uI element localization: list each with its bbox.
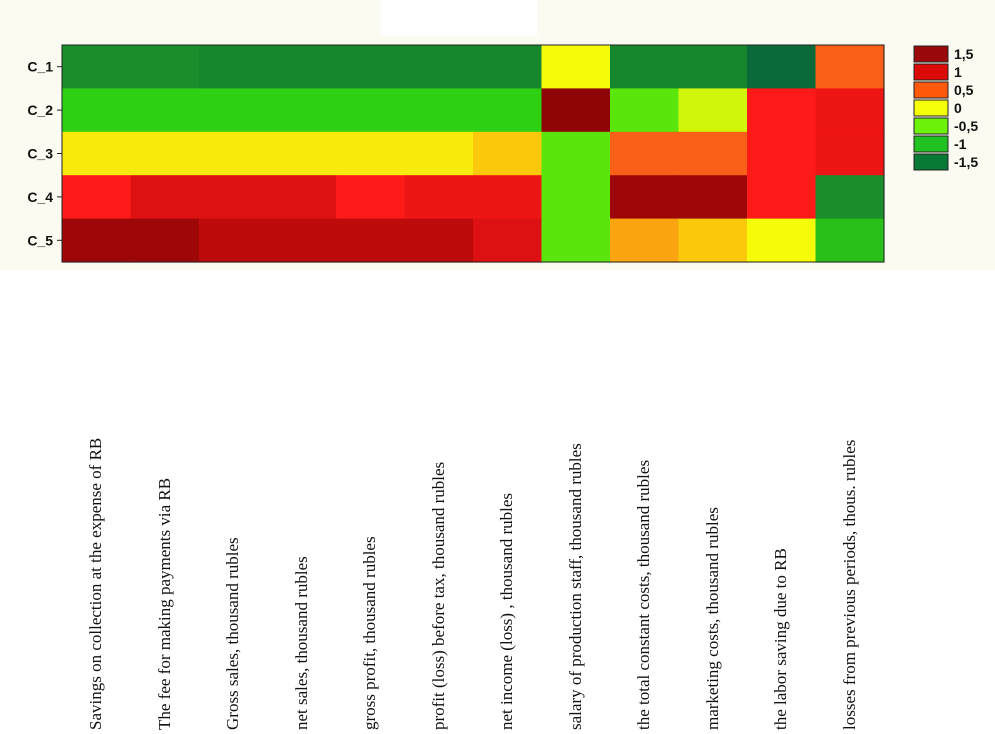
heatmap-cell xyxy=(678,131,748,176)
heatmap-cell xyxy=(541,88,611,133)
heatmap-cell xyxy=(199,131,269,176)
heatmap-cell xyxy=(473,45,543,89)
heatmap-cell xyxy=(815,175,885,220)
heatmap-cell xyxy=(267,175,337,220)
heatmap-cell xyxy=(130,131,200,176)
heatmap-cell xyxy=(541,218,611,263)
heatmap-cell xyxy=(610,131,680,176)
column-label: The fee for making payments via RB xyxy=(154,477,174,730)
heatmap-cell xyxy=(130,45,200,89)
heatmap-cell xyxy=(610,88,680,133)
heatmap-cell xyxy=(199,45,269,89)
heatmap-cell xyxy=(199,88,269,133)
legend-label: -1,5 xyxy=(954,154,978,170)
heatmap-cell xyxy=(199,175,269,220)
column-label: Gross sales, thousand rubles xyxy=(223,537,243,730)
heatmap-cell xyxy=(404,88,474,133)
legend-label: -0,5 xyxy=(954,118,978,134)
heatmap-cell xyxy=(678,218,748,263)
legend-label: 0 xyxy=(954,100,962,116)
heatmap-cell xyxy=(541,131,611,176)
heatmap-cell xyxy=(541,175,611,220)
column-label: salary of production staff, thousand rub… xyxy=(565,443,585,730)
column-label: profit (loss) before tax, thousand ruble… xyxy=(428,461,448,730)
column-label: net sales, thousand rubles xyxy=(291,556,311,730)
heatmap-cell xyxy=(130,175,200,220)
heatmap-cell xyxy=(267,218,337,263)
legend-swatch xyxy=(913,99,949,117)
heatmap-cell xyxy=(62,131,132,176)
heatmap-cell xyxy=(815,218,885,263)
heatmap-cell xyxy=(62,175,132,220)
legend-swatch xyxy=(913,135,949,153)
heatmap-cell xyxy=(610,175,680,220)
heatmap-cell xyxy=(404,131,474,176)
heatmap-cell xyxy=(815,45,885,89)
heatmap-cell xyxy=(678,175,748,220)
row-label: C_3 xyxy=(27,146,53,162)
heatmap-cell xyxy=(473,131,543,176)
heatmap-cell xyxy=(130,88,200,133)
heatmap-cell xyxy=(336,131,406,176)
legend-label: 1 xyxy=(954,64,962,80)
heatmap-cell xyxy=(815,131,885,176)
legend-label: 0,5 xyxy=(954,82,974,98)
legend-swatch xyxy=(913,117,949,135)
heatmap-cell xyxy=(610,218,680,263)
row-label: C_4 xyxy=(27,189,53,205)
heatmap-cell xyxy=(747,175,817,220)
heatmap-cell xyxy=(130,218,200,263)
heatmap-cell xyxy=(610,45,680,89)
heatmap-cell xyxy=(473,175,543,220)
legend-label: 1,5 xyxy=(954,46,974,62)
row-label: C_5 xyxy=(27,232,53,248)
heatmap-cell xyxy=(541,45,611,89)
column-label: Savings on collection at the expense of … xyxy=(86,437,106,730)
heatmap-cell xyxy=(336,218,406,263)
column-label: marketing costs, thousand rubles xyxy=(702,507,722,730)
heatmap-cell xyxy=(678,45,748,89)
heatmap-cell xyxy=(336,88,406,133)
legend-swatch xyxy=(913,153,949,171)
heatmap-cell xyxy=(199,218,269,263)
heatmap-cell xyxy=(62,45,132,89)
legend-label: -1 xyxy=(954,136,967,152)
heatmap-cell xyxy=(404,45,474,89)
column-label: losses from previous periods, thous. rub… xyxy=(839,439,859,730)
heatmap-cell xyxy=(336,45,406,89)
heatmap-cell xyxy=(747,88,817,133)
heatmap-cell xyxy=(267,88,337,133)
legend-swatch xyxy=(913,63,949,81)
heatmap-cell xyxy=(404,218,474,263)
heatmap-cell xyxy=(267,45,337,89)
column-label: the total constant costs, thousand ruble… xyxy=(634,459,654,730)
heatmap-cell xyxy=(678,88,748,133)
column-label: the labor saving due to RB xyxy=(771,548,791,730)
heatmap-cell xyxy=(336,175,406,220)
heatmap-cell xyxy=(747,218,817,263)
heatmap-svg: C_1 C_2 C_3 C_4 C_5 1,5 1 0,5 0 -0,5 -1 -1,5 xyxy=(27,44,978,263)
plot-panel-notch xyxy=(381,0,537,36)
column-label: gross profit, thousand rubles xyxy=(360,536,380,730)
heatmap-cell xyxy=(747,45,817,89)
heatmap-cell xyxy=(62,218,132,263)
heatmap-cell xyxy=(62,88,132,133)
legend-swatch xyxy=(913,45,949,63)
heatmap-cell xyxy=(815,88,885,133)
heatmap-cell xyxy=(404,175,474,220)
heatmap-cell xyxy=(473,88,543,133)
column-label: net income (loss) , thousand rubles xyxy=(497,492,517,730)
legend-swatch xyxy=(913,81,949,99)
heatmap-cell xyxy=(473,218,543,263)
heatmap-cell xyxy=(747,131,817,176)
heatmap-cell xyxy=(267,131,337,176)
row-label: C_1 xyxy=(27,59,53,75)
row-label: C_2 xyxy=(27,102,53,118)
